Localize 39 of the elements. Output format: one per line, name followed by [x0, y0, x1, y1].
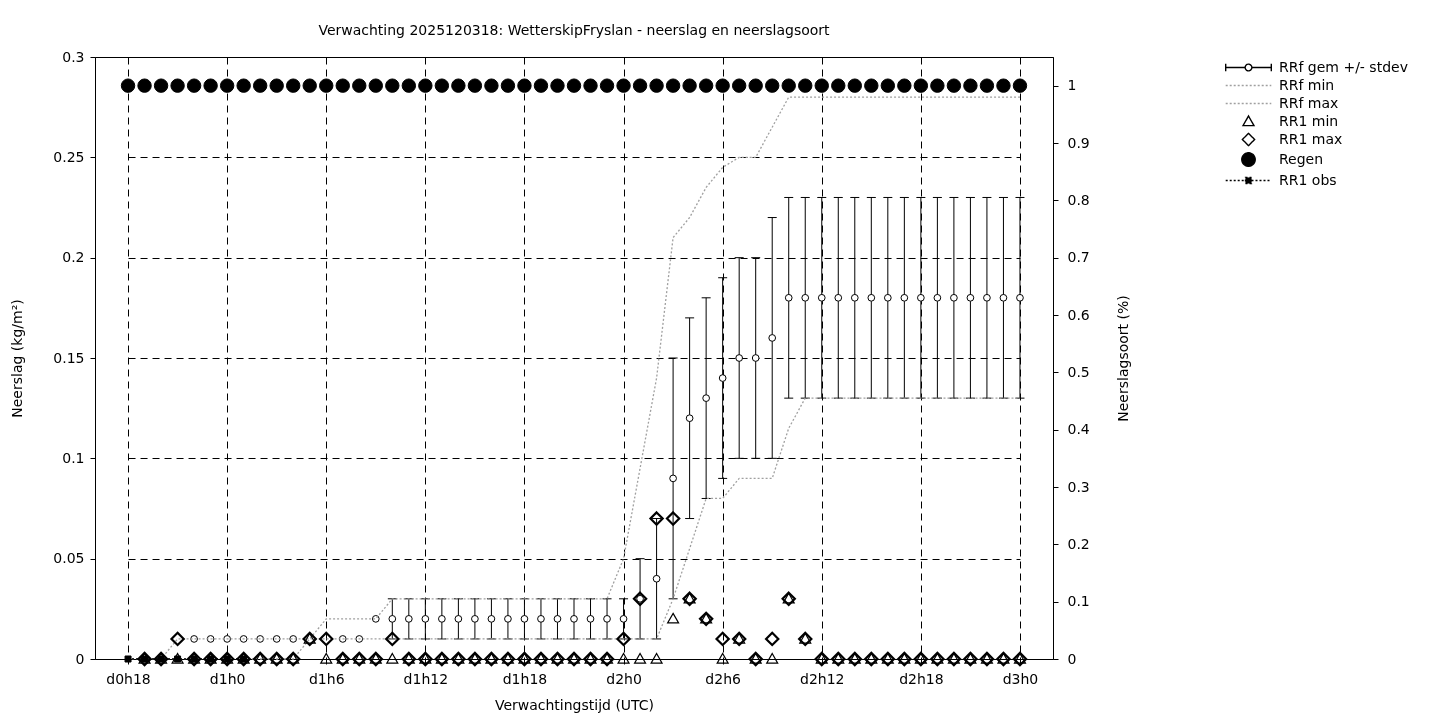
- y2-tick-label: 0.9: [1067, 134, 1090, 151]
- x-tick-label: d1h18: [502, 670, 548, 687]
- y2-tick-label: 0.2: [1067, 535, 1090, 552]
- x-tick-label: d2h6: [705, 670, 742, 687]
- y-tick-label: 0.1: [62, 449, 85, 466]
- x-tick-label: d3h0: [1002, 670, 1039, 687]
- y-axis-title: Neerslag (kg/m²): [9, 299, 26, 418]
- x-tick-label: d0h18: [106, 670, 151, 687]
- legend-label: RR1 max: [1279, 130, 1343, 147]
- legend-label: RR1 obs: [1279, 171, 1337, 188]
- y2-tick-label: 0.1: [1067, 593, 1090, 610]
- y-tick-label: 0.3: [62, 48, 85, 65]
- y2-tick-label: 0.8: [1067, 191, 1090, 208]
- y2-tick-label: 0.5: [1067, 363, 1090, 380]
- y-tick-label: 0.2: [62, 249, 85, 266]
- y-tick-label: 0.15: [53, 349, 85, 366]
- x-tick-label: d2h12: [800, 670, 845, 687]
- y-tick-label: 0.05: [53, 550, 85, 567]
- chart-title: Verwachting 2025120318: WetterskipFryslan - neerslag en neerslagsoort: [318, 22, 831, 38]
- y2-tick-label: 0: [1067, 650, 1077, 667]
- x-axis-title: Verwachtingstijd (UTC): [494, 696, 655, 713]
- y2-tick-label: 0.6: [1067, 306, 1090, 323]
- y-tick-label: 0.25: [53, 148, 85, 165]
- legend-label: Regen: [1279, 150, 1324, 167]
- legend-label: RRf min: [1279, 76, 1335, 93]
- y2-tick-label: 0.7: [1067, 249, 1090, 266]
- legend-label: RRf max: [1279, 94, 1339, 111]
- x-tick-label: d2h0: [606, 670, 642, 687]
- y2-tick-label: 0.3: [1067, 478, 1090, 495]
- legend-label: RR1 min: [1279, 112, 1339, 129]
- x-tick-label: d1h0: [209, 670, 246, 687]
- x-tick-label: d1h6: [308, 670, 345, 687]
- y2-tick-label: 1: [1067, 77, 1077, 94]
- y2-tick-label: 0.4: [1067, 421, 1090, 438]
- legend-label: RRf gem +/- stdev: [1279, 58, 1408, 75]
- x-tick-label: d2h18: [899, 670, 944, 687]
- y-tick-label: 0: [75, 650, 85, 667]
- x-tick-label: d1h12: [403, 670, 449, 687]
- y2-axis-title: Neerslagsoort (%): [1114, 295, 1131, 422]
